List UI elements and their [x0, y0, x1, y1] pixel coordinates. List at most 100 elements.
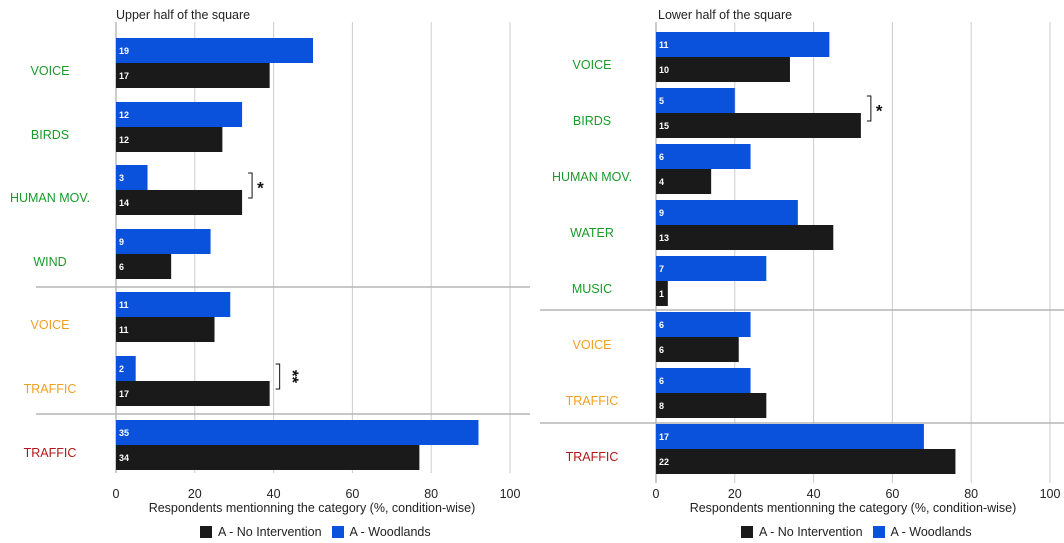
bar-woodlands: [656, 88, 735, 113]
x-tick-label: 40: [267, 487, 281, 501]
bar-no-intervention: [656, 57, 790, 82]
bar-no-intervention: [656, 393, 767, 418]
significance-bracket: [866, 95, 872, 122]
lower-half-chart: Lower half of the square VOICE 11 10 BIRDS 5 1…: [540, 8, 1064, 515]
bar-value-woodlands: 6: [659, 320, 664, 330]
bar-value-no-intervention: 1: [659, 289, 664, 299]
bar-woodlands: [116, 102, 243, 127]
bar-value-woodlands: 12: [119, 110, 129, 120]
bar-woodlands: [116, 356, 136, 381]
legend-label-woodlands: A - Woodlands: [349, 525, 431, 539]
bar-no-intervention: [116, 127, 223, 152]
category-label: WATER: [570, 226, 614, 240]
legend-label-no-intervention: A - No Intervention: [218, 525, 322, 539]
bar-value-woodlands: 11: [659, 40, 669, 50]
x-tick-label: 0: [113, 487, 120, 501]
legend-swatch-no-intervention: [200, 526, 212, 538]
x-tick-label: 20: [188, 487, 202, 501]
bar-woodlands: [116, 420, 479, 445]
bar-value-woodlands: 5: [659, 96, 664, 106]
bar-no-intervention: [656, 337, 739, 362]
chart-title: Upper half of the square: [116, 8, 250, 22]
category-label: VOICE: [573, 338, 612, 352]
bar-value-no-intervention: 17: [119, 389, 129, 399]
bar-value-no-intervention: 15: [659, 121, 669, 131]
significance-marker: **: [283, 370, 302, 384]
bar-no-intervention: [116, 381, 270, 406]
legend-swatch-woodlands: [872, 526, 885, 538]
bar-value-no-intervention: 12: [119, 135, 129, 145]
x-tick-label: 100: [500, 487, 521, 501]
bar-value-no-intervention: 22: [659, 457, 669, 467]
x-tick-label: 60: [345, 487, 359, 501]
bar-woodlands: [116, 292, 231, 317]
legend-left: A - No Intervention A - Woodlands: [200, 525, 441, 539]
bar-value-no-intervention: 10: [659, 65, 669, 75]
bar-value-woodlands: 2: [119, 364, 124, 374]
bar-value-no-intervention: 17: [119, 71, 129, 81]
bar-woodlands: [116, 38, 313, 63]
x-tick-label: 60: [885, 487, 899, 501]
bar-no-intervention: [656, 225, 834, 250]
bar-value-woodlands: 11: [119, 300, 129, 310]
x-tick-label: 80: [424, 487, 438, 501]
bar-no-intervention: [116, 254, 172, 279]
category-label: BIRDS: [31, 128, 69, 142]
x-axis-label: Respondents mentionning the category (%,…: [149, 501, 476, 515]
bar-value-woodlands: 35: [119, 428, 129, 438]
upper-half-chart: Upper half of the square VOICE 19 17 BIRDS 12…: [10, 8, 530, 515]
bar-no-intervention: [116, 445, 420, 470]
bar-value-no-intervention: 34: [119, 453, 129, 463]
chart-title: Lower half of the square: [658, 8, 792, 22]
bar-no-intervention: [656, 281, 668, 306]
x-tick-label: 80: [964, 487, 978, 501]
legend-swatch-no-intervention: [741, 526, 753, 538]
category-label: TRAFFIC: [566, 450, 619, 464]
category-label: MUSIC: [572, 282, 612, 296]
bar-woodlands: [656, 200, 798, 225]
bar-value-woodlands: 19: [119, 46, 129, 56]
bar-value-woodlands: 3: [119, 173, 124, 183]
bar-value-woodlands: 9: [659, 208, 664, 218]
significance-bracket: [248, 172, 253, 199]
x-axis-label: Respondents mentionning the category (%,…: [690, 501, 1017, 515]
category-label: TRAFFIC: [24, 382, 77, 396]
category-label: VOICE: [31, 318, 70, 332]
bar-woodlands: [656, 32, 830, 57]
legend-item-no-intervention: A - No Intervention: [200, 525, 322, 539]
bar-value-no-intervention: 13: [659, 233, 669, 243]
bar-no-intervention: [116, 317, 215, 342]
legend-swatch-woodlands: [331, 526, 344, 538]
legend-item-woodlands: A - Woodlands: [872, 525, 972, 539]
x-tick-label: 20: [728, 487, 742, 501]
bar-value-woodlands: 6: [659, 152, 664, 162]
bar-value-no-intervention: 8: [659, 401, 664, 411]
category-label: BIRDS: [573, 114, 611, 128]
bar-no-intervention: [116, 190, 243, 215]
bar-woodlands: [116, 165, 148, 190]
bar-no-intervention: [656, 169, 712, 194]
bar-woodlands: [656, 368, 751, 393]
bar-woodlands: [656, 424, 924, 449]
significance-marker: *: [257, 179, 264, 198]
x-tick-label: 40: [807, 487, 821, 501]
bar-value-woodlands: 7: [659, 264, 664, 274]
legend-label-no-intervention: A - No Intervention: [759, 525, 863, 539]
bar-no-intervention: [656, 113, 861, 138]
category-label: HUMAN MOV.: [552, 170, 632, 184]
x-tick-label: 100: [1040, 487, 1061, 501]
category-label: HUMAN MOV.: [10, 191, 90, 205]
significance-bracket: [275, 363, 281, 390]
bar-no-intervention: [656, 449, 956, 474]
category-label: TRAFFIC: [566, 394, 619, 408]
legend-item-no-intervention: A - No Intervention: [741, 525, 863, 539]
significance-marker: *: [876, 102, 883, 121]
bar-value-no-intervention: 11: [119, 325, 129, 335]
category-label: VOICE: [31, 64, 70, 78]
category-label: TRAFFIC: [24, 446, 77, 460]
bar-value-no-intervention: 6: [659, 345, 664, 355]
bar-value-woodlands: 9: [119, 237, 124, 247]
legend-item-woodlands: A - Woodlands: [331, 525, 431, 539]
bar-no-intervention: [116, 63, 270, 88]
legend-label-woodlands: A - Woodlands: [890, 525, 972, 539]
